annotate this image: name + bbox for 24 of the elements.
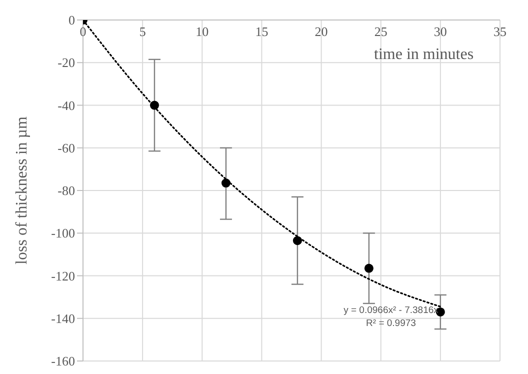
y-tick-label: -120	[51, 268, 75, 284]
y-tick-label: -80	[58, 183, 75, 198]
x-tick-label: 20	[314, 24, 328, 39]
point	[150, 100, 159, 110]
y-tick-label: -160	[51, 354, 75, 369]
x-axis-title: time in minutes	[374, 46, 474, 64]
annotation: R² = 0.9973	[365, 318, 417, 329]
y-axis-title: loss of thickness in µm	[14, 116, 31, 264]
x-tick-label: 0	[80, 24, 86, 39]
y-tick-label: -60	[58, 140, 75, 156]
y-tick-label: -100	[51, 226, 75, 241]
y-tick-label: -40	[58, 98, 75, 113]
point	[292, 236, 302, 246]
x-tick-label: 5	[139, 24, 146, 39]
x-tick-label: 15	[255, 24, 268, 39]
x-tick-label: 35	[494, 24, 506, 39]
y-tick-label: -20	[58, 55, 75, 70]
y-tick-label: -140	[51, 310, 75, 326]
x-tick-label: 10	[196, 24, 209, 39]
point	[221, 178, 230, 188]
point	[364, 264, 374, 273]
x-tick-label: 30	[434, 24, 447, 39]
y-tick-label: 0	[68, 12, 75, 28]
x-tick-label: 25	[374, 24, 388, 39]
